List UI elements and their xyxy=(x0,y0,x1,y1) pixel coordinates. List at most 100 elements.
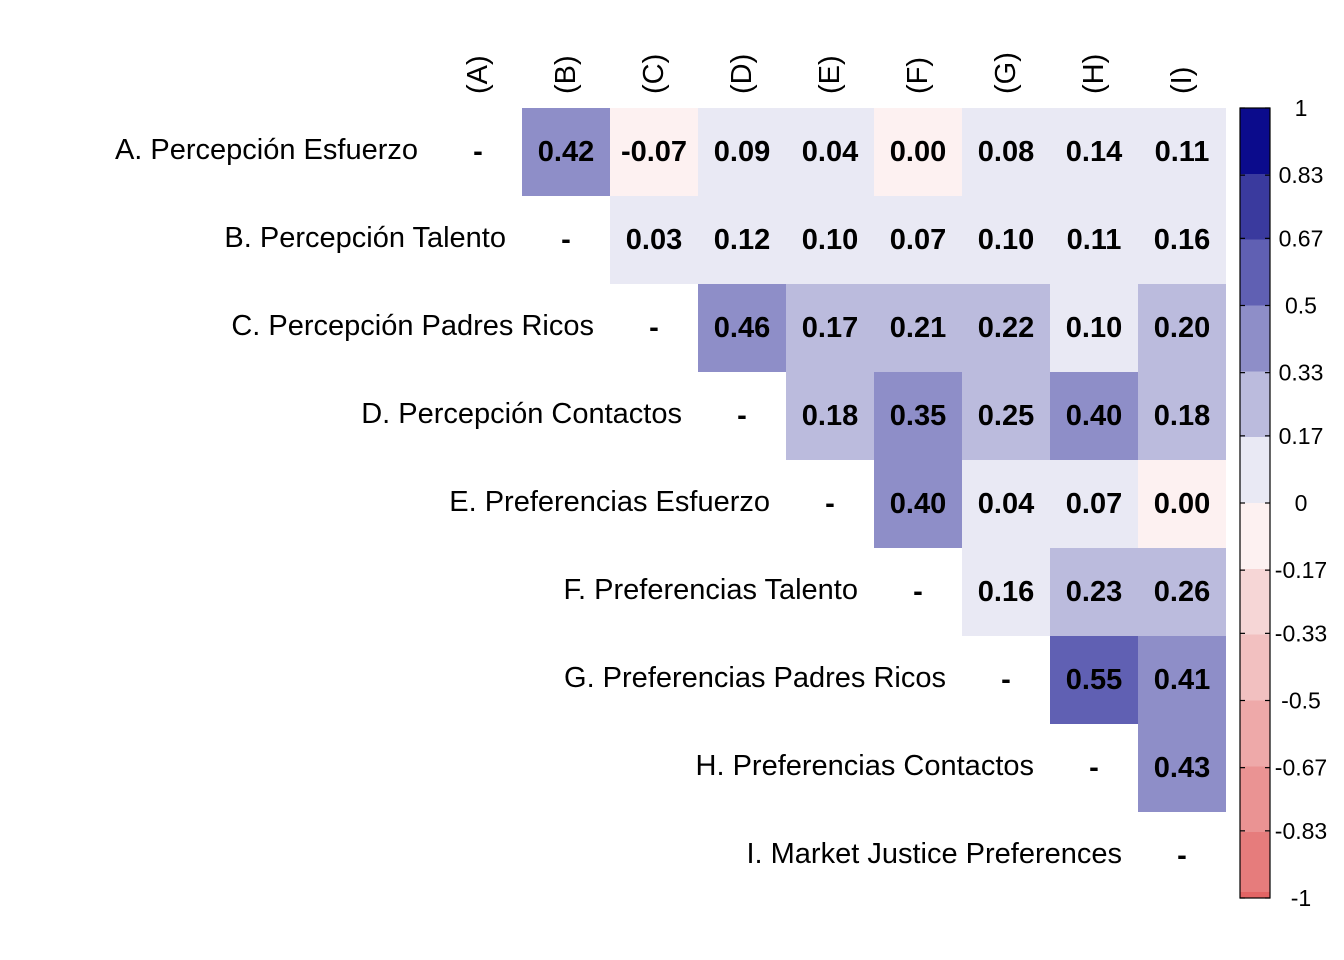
colorbar-bottom-band xyxy=(1240,892,1270,898)
row-label: D. Percepción Contactos xyxy=(361,398,682,430)
colorbar-tick-label: -0.17 xyxy=(1275,557,1327,583)
heatmap-cell xyxy=(610,108,698,196)
diagonal-marker: - xyxy=(913,576,923,608)
colorbar-tick-label: -0.67 xyxy=(1275,755,1327,781)
column-label: (H) xyxy=(1078,54,1110,94)
cell-value-label: 0.43 xyxy=(1154,752,1210,784)
colorbar-tick-label: -0.33 xyxy=(1275,620,1327,646)
heatmap-cell-labels: 0.42 -0.07 0.09 0.04 0.00 0.08 0.14 0.110.03 0.1… xyxy=(538,136,1210,784)
heatmap-cell xyxy=(1138,284,1226,372)
colorbar-tick-label: 0.33 xyxy=(1279,360,1324,386)
heatmap-cell xyxy=(1138,636,1226,724)
colorbar-tick-label: -1 xyxy=(1291,885,1311,911)
heatmap-cell xyxy=(962,372,1050,460)
row-label: C. Percepción Padres Ricos xyxy=(231,310,594,342)
heatmap-cell xyxy=(874,372,962,460)
cell-value-label: 0.22 xyxy=(978,312,1034,344)
heatmap-cell xyxy=(874,108,962,196)
cell-value-label: 0.42 xyxy=(538,136,594,168)
heatmap-cell xyxy=(786,372,874,460)
cell-value-label: 0.11 xyxy=(1067,224,1122,256)
heatmap-cell xyxy=(1138,460,1226,548)
diagonal-marker: - xyxy=(1001,664,1011,696)
heatmap-cell xyxy=(1138,724,1226,812)
heatmap-cell xyxy=(698,108,786,196)
heatmap-cell xyxy=(1050,196,1138,284)
colorbar-tick-label: -0.5 xyxy=(1281,688,1321,714)
colorbar-tick-label: 0 xyxy=(1295,490,1308,516)
row-label: E. Preferencias Esfuerzo xyxy=(449,486,770,518)
colorbar-bin xyxy=(1240,503,1270,570)
heatmap-cell xyxy=(698,284,786,372)
heatmap-cell xyxy=(1138,548,1226,636)
cell-value-label: 0.35 xyxy=(890,400,946,432)
colorbar-bin xyxy=(1240,568,1270,636)
colorbar-bin xyxy=(1240,305,1270,372)
heatmap-cell xyxy=(1050,460,1138,548)
heatmap-cell xyxy=(962,548,1050,636)
heatmap-cell xyxy=(874,460,962,548)
heatmap-cell xyxy=(962,460,1050,548)
heatmap-cells xyxy=(522,108,1226,812)
cell-value-label: 0.26 xyxy=(1154,576,1210,608)
heatmap-cell xyxy=(1050,636,1138,724)
cell-value-label: 0.55 xyxy=(1066,664,1122,696)
column-label: (G) xyxy=(990,52,1022,94)
heatmap-cell xyxy=(1138,196,1226,284)
column-label: (D) xyxy=(726,54,758,94)
heatmap-cell xyxy=(786,284,874,372)
heatmap-cell xyxy=(786,108,874,196)
colorbar-bin xyxy=(1240,173,1270,241)
column-label: (F) xyxy=(902,57,934,94)
column-label: (C) xyxy=(638,54,670,94)
colorbar-bin xyxy=(1240,634,1270,701)
cell-value-label: 0.16 xyxy=(978,576,1034,608)
row-label: A. Percepción Esfuerzo xyxy=(115,134,418,166)
heatmap-cell xyxy=(1050,548,1138,636)
row-label: F. Preferencias Talento xyxy=(564,574,858,606)
heatmap-cell xyxy=(1050,284,1138,372)
diagonal-marker: - xyxy=(737,400,747,432)
column-labels: (A) (B) (C) (D) (E) (F) (G) (H) (I) xyxy=(462,52,1198,94)
heatmap-cell xyxy=(1138,372,1226,460)
cell-value-label: 0.41 xyxy=(1154,664,1210,696)
cell-value-label: 0.04 xyxy=(978,488,1034,520)
colorbar-tick-label: -0.83 xyxy=(1275,818,1327,844)
colorbar-bin xyxy=(1240,437,1270,504)
colorbar-bin xyxy=(1240,371,1270,438)
cell-value-label: 0.46 xyxy=(714,312,770,344)
cell-value-label: 0.25 xyxy=(978,400,1034,432)
heatmap-cell xyxy=(1050,372,1138,460)
cell-value-label: 0.40 xyxy=(1066,400,1122,432)
cell-value-label: 0.12 xyxy=(714,224,770,256)
colorbar-legend: 1 0.83 0.67 0.5 0.33 0.17 0 -0.17 -0.33 -0.5 -0.67… xyxy=(1239,95,1327,911)
colorbar-bin xyxy=(1240,239,1270,306)
cell-value-label: 0.18 xyxy=(802,400,858,432)
diagonal-marker: - xyxy=(825,488,835,520)
heatmap-cell xyxy=(1138,108,1226,196)
column-label: (A) xyxy=(462,55,494,94)
cell-value-label: -0.07 xyxy=(621,136,687,168)
colorbar-bin xyxy=(1240,700,1270,767)
colorbar-tick-label: 1 xyxy=(1295,95,1308,121)
cell-value-label: 0.07 xyxy=(890,224,946,256)
cell-value-label: 0.18 xyxy=(1154,400,1210,432)
diagonal-marker: - xyxy=(1177,840,1187,872)
diagonal-marker: - xyxy=(1089,752,1099,784)
diagonal-marker: - xyxy=(473,136,483,168)
heatmap-cell xyxy=(962,284,1050,372)
cell-value-label: 0.10 xyxy=(1066,312,1122,344)
row-label: G. Preferencias Padres Ricos xyxy=(564,662,946,694)
row-labels: A. Percepción Esfuerzo B. Percepción Tale… xyxy=(115,134,1122,870)
cell-value-label: 0.40 xyxy=(890,488,946,520)
heatmap-cell xyxy=(610,196,698,284)
column-label: (E) xyxy=(814,55,846,94)
cell-value-label: 0.14 xyxy=(1066,136,1122,168)
diagonal-marker: - xyxy=(561,224,571,256)
cell-value-label: 0.10 xyxy=(802,224,858,256)
colorbar-bin xyxy=(1240,832,1270,899)
heatmap-cell xyxy=(1050,108,1138,196)
diagonal-marker: - xyxy=(649,312,659,344)
row-label: I. Market Justice Preferences xyxy=(746,838,1122,870)
